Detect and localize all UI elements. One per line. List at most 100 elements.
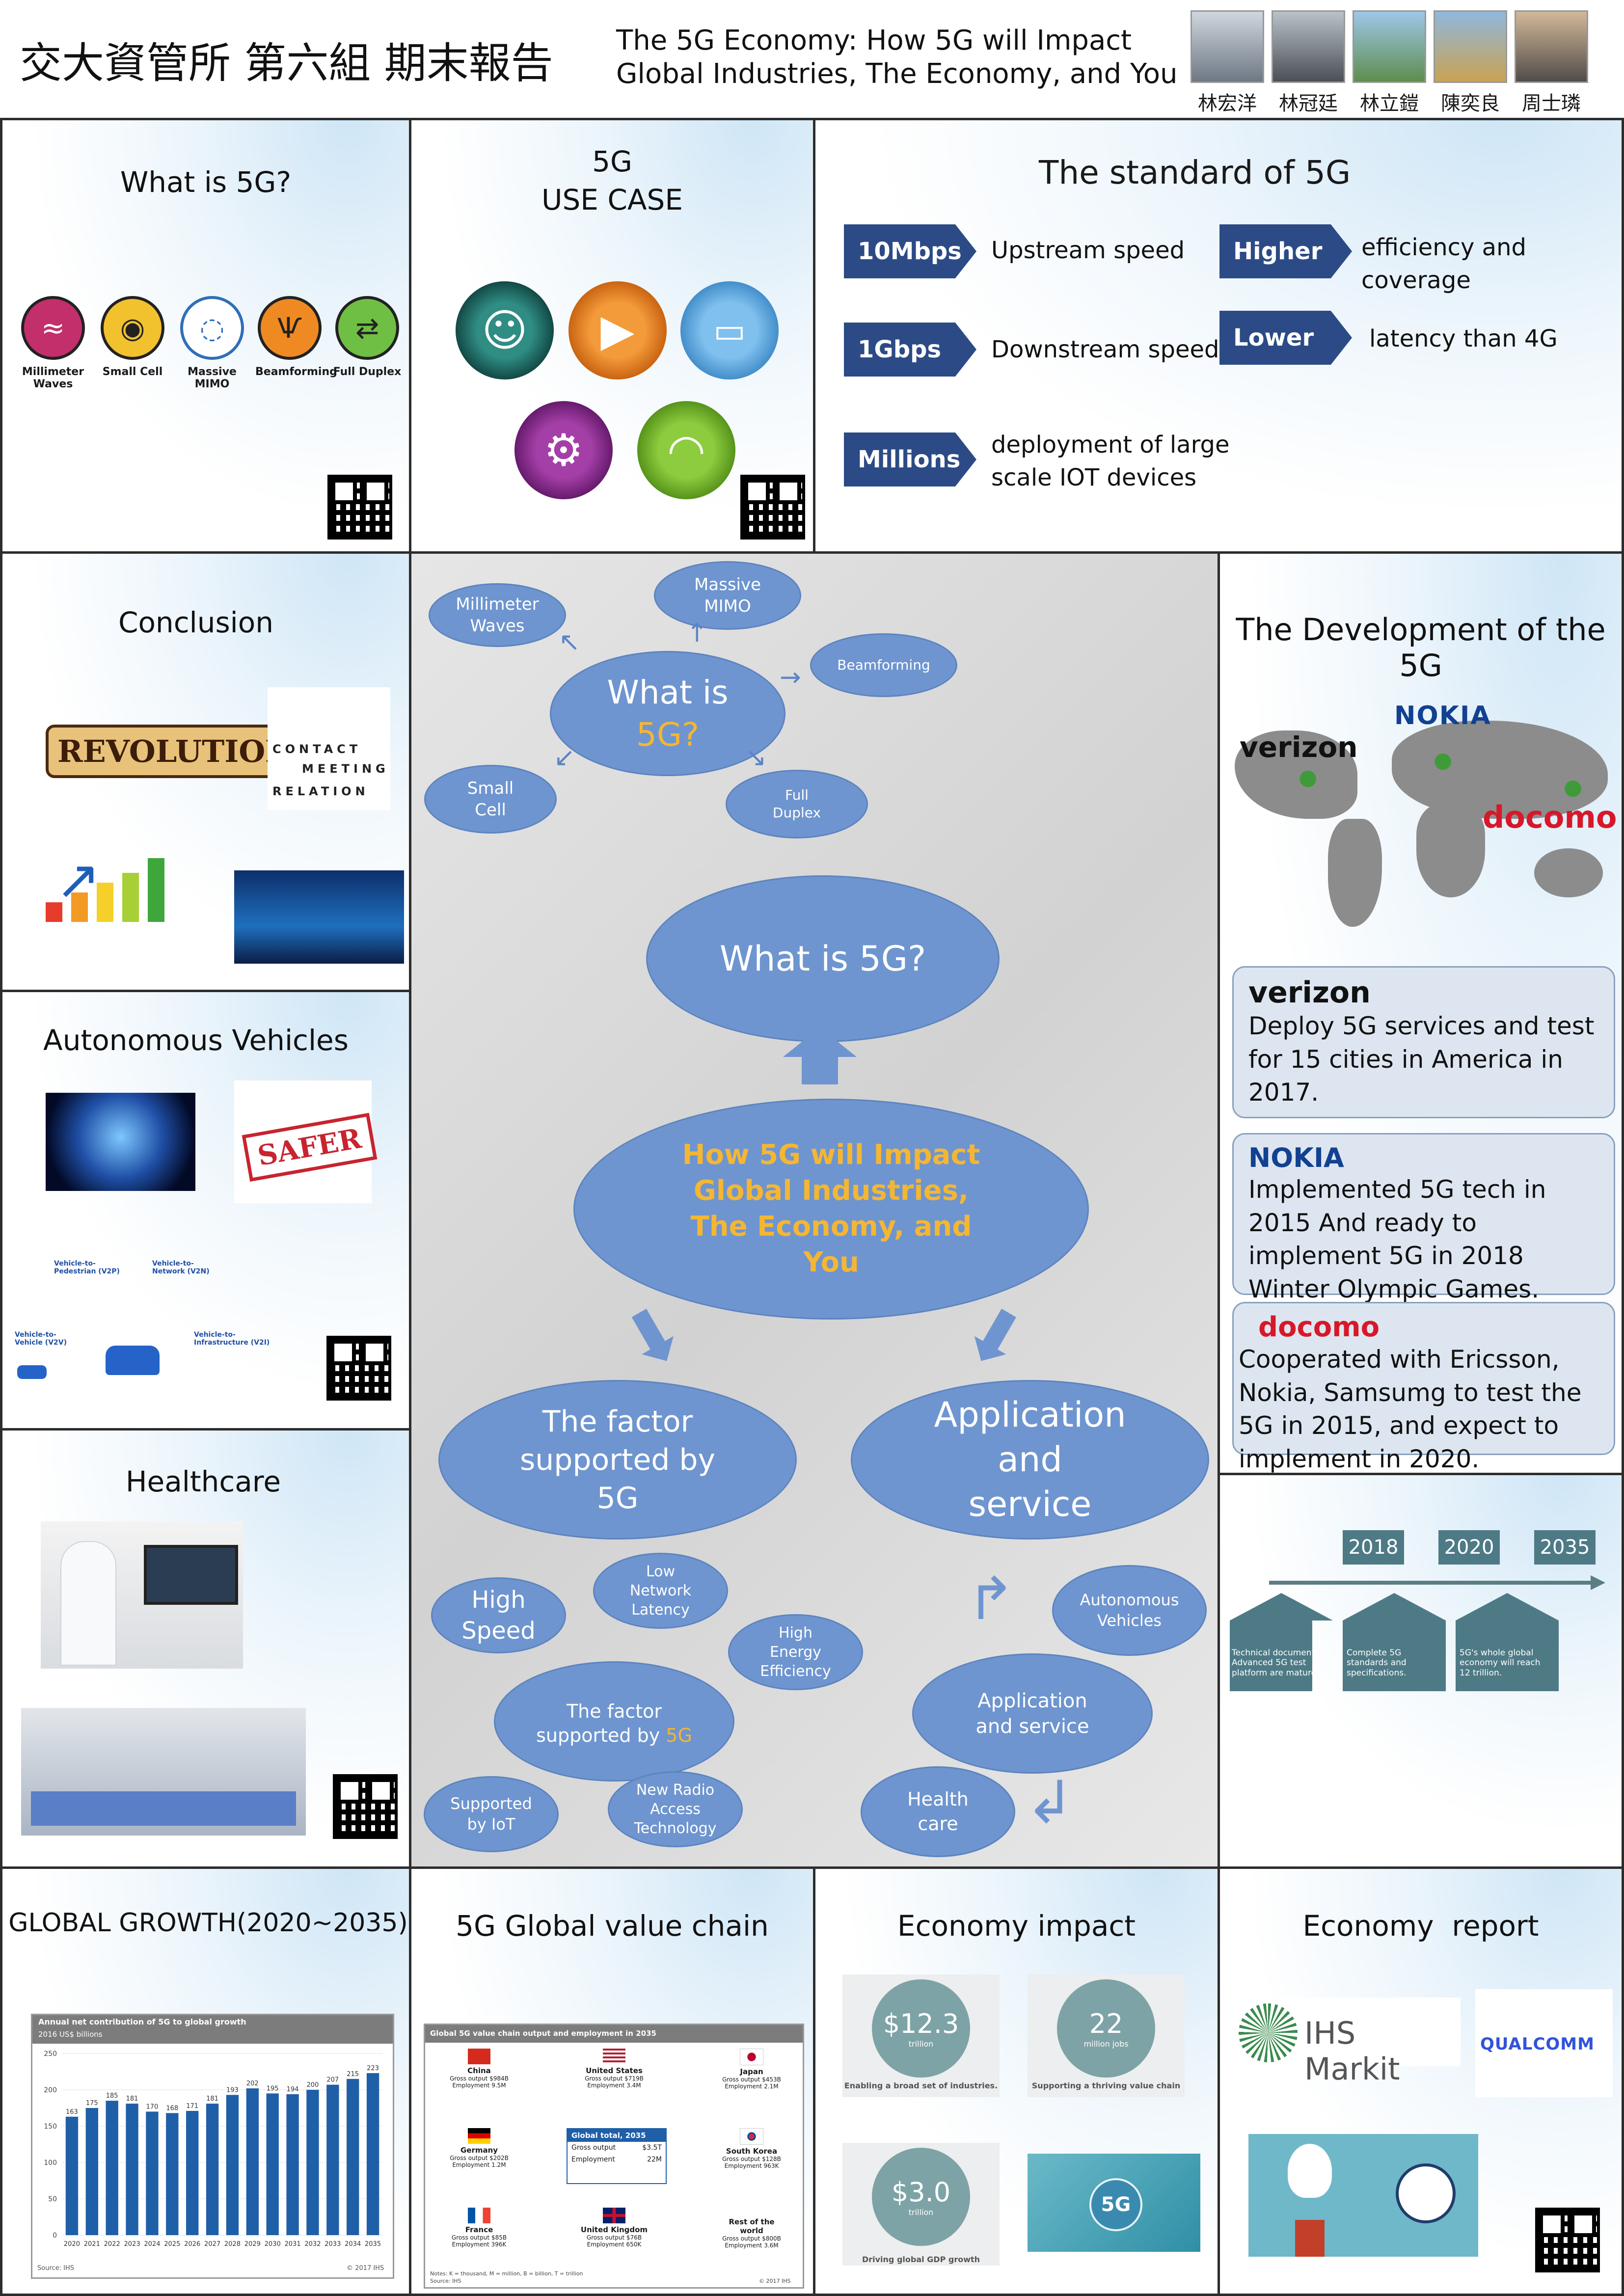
tag-lower: Lower	[1219, 311, 1352, 365]
stat-unit: trillion	[908, 2208, 934, 2217]
x-tick-label: 2020	[64, 2241, 80, 2248]
employment-value: 3.6M	[764, 2242, 779, 2249]
country-cell: China Gross output $984B Employment 9.5M	[435, 2049, 523, 2089]
member-photo	[1272, 10, 1345, 83]
output-value: $202B	[489, 2155, 509, 2161]
dev-card-nokia: NOKIA Implemented 5G tech in 2015 And re…	[1232, 1133, 1615, 1303]
member-photo	[1434, 10, 1507, 83]
node-what-is-5g: What is 5G?	[646, 875, 1000, 1042]
bar	[65, 2116, 79, 2235]
qr-code[interactable]	[333, 1774, 398, 1839]
node-application: Application and service	[851, 1380, 1209, 1540]
brand-logo: verizon	[1248, 975, 1371, 1010]
year-badge: 2020	[1438, 1530, 1500, 1565]
panel-autonomous: Autonomous Vehicles SAFER Vehicle-to-Ped…	[0, 990, 411, 1431]
year-badge: 2035	[1534, 1530, 1596, 1565]
bar	[347, 2079, 359, 2235]
wave-icon: ≈	[21, 296, 85, 360]
panel-standard: The standard of 5G 10Mbps Upstream speed…	[813, 118, 1624, 554]
bar	[166, 2113, 179, 2235]
x-tick-label: 2031	[285, 2241, 301, 2248]
bar	[126, 2104, 138, 2235]
x-tick-label: 2025	[164, 2241, 180, 2248]
beam-icon: Ѱ	[258, 296, 322, 360]
people-icon: ☺	[456, 281, 554, 379]
bar-value-label: 181	[206, 2095, 218, 2103]
arrow-icon: ↑	[686, 619, 708, 648]
crossword-image: CONTACT MEETING RELATION	[268, 687, 390, 810]
v2n-label: Vehicle-to-Network (V2N)	[152, 1260, 210, 1275]
stat-value: $3.0	[891, 2177, 951, 2208]
v2i-label: Vehicle-to-Infrastructure (V2I)	[194, 1331, 270, 1347]
country-cell: France Gross output $85B Employment 396K	[435, 2208, 523, 2248]
brand-logo: NOKIA	[1248, 1142, 1344, 1173]
member-photo	[1191, 10, 1264, 83]
bent-arrow-icon: ↱	[966, 1565, 1016, 1633]
panel-economy-report: Economy report IHS Markit QUALCOMM	[1218, 1866, 1624, 2296]
gross-label: Gross output	[585, 2075, 623, 2082]
stat-circle: 22 million jobs	[1057, 1979, 1155, 2078]
employment-value: 2.1M	[764, 2083, 779, 2090]
panel-title: Healthcare	[125, 1465, 281, 1498]
dev-card-text: Cooperated with Ericsson, Nokia, Samsumg…	[1239, 1345, 1582, 1473]
node-small-cell: Small Cell	[424, 765, 557, 834]
stat-caption: Enabling a broad set of industries.	[844, 2081, 998, 2090]
employment-label: Employment	[452, 2082, 490, 2089]
bar	[186, 2110, 199, 2235]
verizon-map-label: verizon	[1240, 730, 1358, 764]
country-name: China	[467, 2066, 491, 2075]
brand-name: IHS Markit	[1304, 2015, 1400, 2087]
panel-title: What is 5G?	[120, 165, 292, 199]
ihs-markit-logo: IHS Markit	[1235, 1998, 1461, 2087]
tag-higher: Higher	[1219, 224, 1352, 278]
qr-code[interactable]	[327, 475, 392, 540]
panel-title-line2: USE CASE	[541, 183, 683, 216]
car-icon	[17, 1365, 47, 1379]
stat-circle: $3.0 trillion	[872, 2148, 970, 2246]
crossword-word: CONTACT	[272, 742, 362, 756]
germany-flag-icon	[468, 2128, 490, 2144]
up-arrow-icon	[783, 1027, 857, 1091]
country-name: United States	[586, 2066, 643, 2075]
x-tick-label: 2030	[265, 2241, 281, 2248]
y-tick-label: 150	[44, 2123, 57, 2131]
country-name: Germany	[460, 2146, 498, 2155]
panel-what-is-5g: What is 5G? ≈ ◉ ◌ Ѱ ⇄ Millimeter Waves S…	[0, 118, 411, 554]
mindmap-panel: Millimeter Waves Massive MIMO Beamformin…	[409, 551, 1220, 1869]
total-output: $3.5T	[642, 2144, 662, 2152]
x-tick-label: 2021	[84, 2241, 100, 2248]
v2v-label: Vehicle-to-Vehicle (V2V)	[15, 1331, 67, 1347]
node-what-is-5g-top: What is 5G?	[550, 651, 785, 776]
bar-value-label: 215	[347, 2071, 359, 2078]
y-tick-label: 0	[53, 2232, 57, 2240]
employment-label: Employment	[724, 2162, 762, 2169]
chart-title: Annual net contribution of 5G to global …	[38, 2017, 246, 2026]
bar-value-label: 163	[66, 2108, 78, 2116]
doctor-monitor-image	[41, 1521, 243, 1669]
node-beamforming: Beamforming	[810, 633, 957, 697]
standard-text: deployment of large scale IOT devices	[991, 431, 1230, 492]
panel-title: Conclusion	[118, 606, 274, 639]
node-iot: Supported by IoT	[424, 1776, 559, 1852]
node-millimeter-waves: Millimeter Waves	[429, 583, 566, 647]
qr-code[interactable]	[1535, 2208, 1600, 2272]
bar-value-label: 170	[146, 2103, 159, 2110]
arrow-icon: ↖	[559, 627, 580, 657]
gross-label: Gross output	[722, 2076, 760, 2083]
mimo-icon: ◌	[180, 296, 244, 360]
network-5g-image: 5G	[1028, 2154, 1200, 2252]
chart-notes: Notes: K = thousand, M = million, B = bi…	[430, 2270, 583, 2277]
standard-text: latency than 4G	[1369, 325, 1558, 352]
panel-value-chain: 5G Global value chain Global 5G value ch…	[409, 1866, 815, 2296]
y-tick-label: 50	[48, 2195, 57, 2203]
bar-value-label: 185	[106, 2092, 118, 2100]
x-tick-label: 2027	[204, 2241, 220, 2248]
qr-code[interactable]	[326, 1336, 391, 1401]
trend-arrow-icon: ↗	[55, 848, 101, 911]
arrow-icon: ↙	[554, 743, 575, 772]
node-energy-efficiency: High Energy Efficiency	[728, 1614, 863, 1690]
qr-code[interactable]	[740, 475, 805, 540]
country-cell: South Korea Gross output $128B Employmen…	[707, 2128, 796, 2169]
timeline-arrowhead	[1591, 1575, 1605, 1590]
employment-value: 396K	[491, 2241, 507, 2248]
